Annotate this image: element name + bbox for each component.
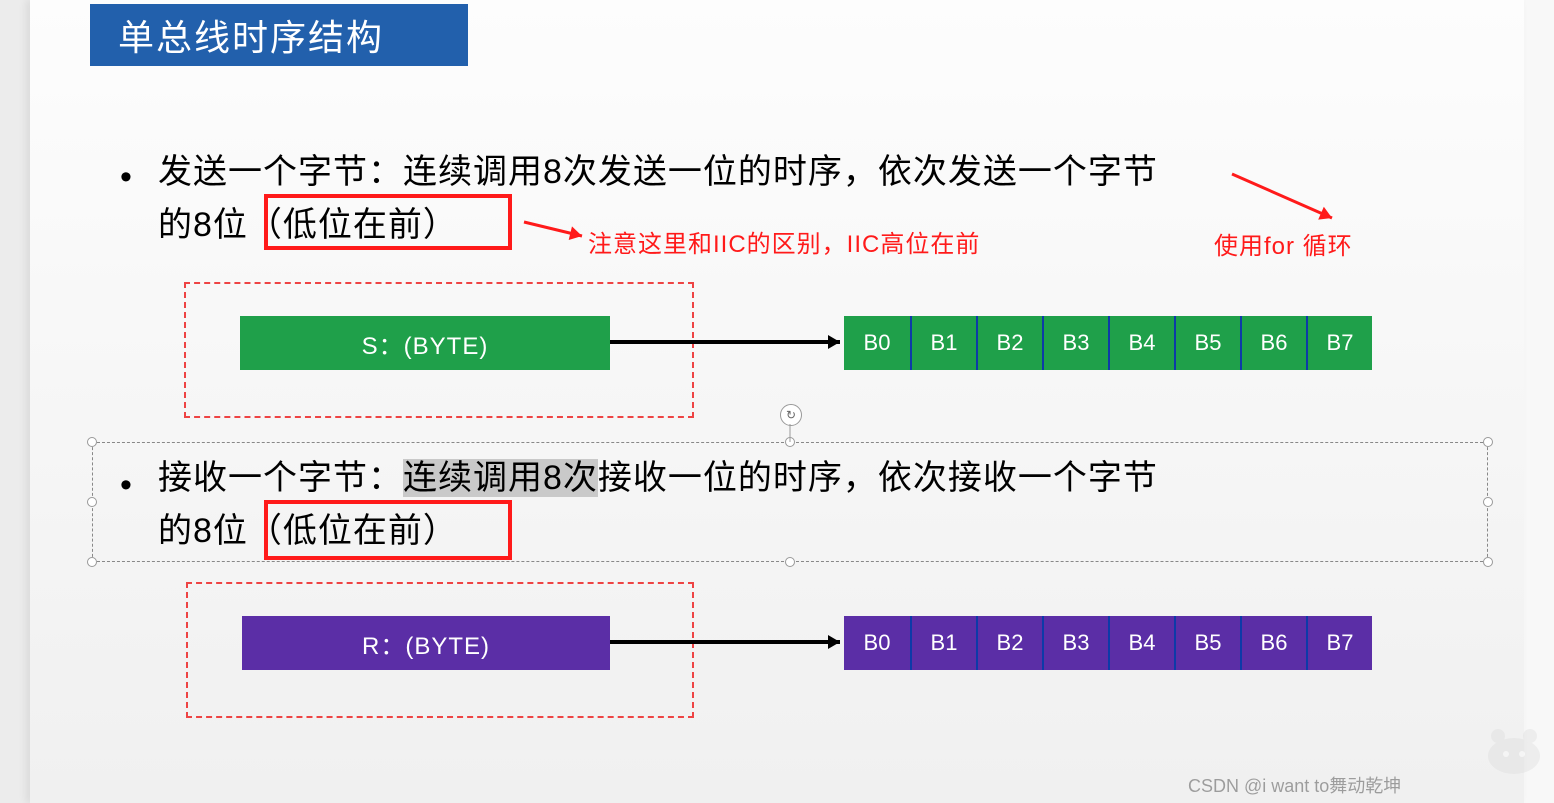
bit-cell: B3 (1042, 316, 1108, 370)
bit-cell: B3 (1042, 616, 1108, 670)
bit-cell: B5 (1174, 316, 1240, 370)
watermark-label: CSDN @i want to舞动乾坤 (1188, 776, 1401, 796)
bit-cell: B5 (1174, 616, 1240, 670)
selection-handle[interactable] (87, 437, 97, 447)
recv-byte-box: R：(BYTE) (242, 616, 610, 670)
left-gutter (0, 0, 31, 803)
bullet-dot: • (120, 466, 132, 505)
bit-cell: B2 (976, 316, 1042, 370)
bullet-dot: • (120, 158, 132, 197)
recv-arrow (598, 630, 852, 654)
bit-cell: B7 (1306, 316, 1372, 370)
bit-cell: B0 (844, 616, 910, 670)
bit-cell: B6 (1240, 316, 1306, 370)
annotation-arrow-2 (1220, 162, 1344, 230)
bullet2-line1b: 接收一位的时序，依次接收一个字节 (598, 459, 1158, 497)
rotate-handle-stem (788, 422, 792, 444)
selection-handle[interactable] (785, 557, 795, 567)
bullet2-line2a: 的8位 (158, 512, 248, 550)
selection-handle[interactable] (87, 557, 97, 567)
recv-bits-row: B0B1B2B3B4B5B6B7 (844, 616, 1372, 670)
annotation-note-1: 注意这里和IIC的区别，IIC高位在前 (588, 224, 980, 259)
slide-canvas: 单总线时序结构 • 发送一个字节：连续调用8次发送一位的时序，依次发送一个字节 … (30, 0, 1524, 803)
selection-handle[interactable] (1483, 557, 1493, 567)
bit-cell: B4 (1108, 316, 1174, 370)
send-byte-label: S：(BYTE) (362, 326, 489, 361)
watermark-text: CSDN @i want to舞动乾坤 (1188, 772, 1401, 798)
bit-cell: B1 (910, 616, 976, 670)
bullet1-line1: 发送一个字节：连续调用8次发送一位的时序，依次发送一个字节 (158, 153, 1158, 191)
send-bits-row: B0B1B2B3B4B5B6B7 (844, 316, 1372, 370)
bit-cell: B2 (976, 616, 1042, 670)
mascot-icon (1484, 724, 1544, 774)
send-arrow (598, 330, 852, 354)
send-byte-box: S：(BYTE) (240, 316, 610, 370)
highlight-box-1 (264, 194, 512, 250)
bullet1-line2a: 的8位 (158, 206, 248, 244)
annotation-note-1-text: 注意这里和IIC的区别，IIC高位在前 (588, 231, 980, 258)
bit-cell: B1 (910, 316, 976, 370)
bullet2-line1a: 接收一个字节： (158, 459, 403, 497)
selection-handle[interactable] (87, 497, 97, 507)
slide-title-text: 单总线时序结构 (118, 9, 384, 61)
selection-handle[interactable] (1483, 437, 1493, 447)
bit-cell: B6 (1240, 616, 1306, 670)
annotation-note-2: 使用for 循环 (1214, 226, 1353, 261)
annotation-note-2-text: 使用for 循环 (1214, 233, 1353, 260)
bit-cell: B0 (844, 316, 910, 370)
annotation-arrow-1 (512, 210, 594, 248)
bit-cell: B4 (1108, 616, 1174, 670)
bullet2-line1-selected: 连续调用8次 (403, 459, 598, 497)
slide-title: 单总线时序结构 (90, 4, 468, 66)
bit-cell: B7 (1306, 616, 1372, 670)
highlight-box-2 (264, 500, 512, 560)
recv-byte-label: R：(BYTE) (362, 626, 490, 661)
selection-handle[interactable] (1483, 497, 1493, 507)
